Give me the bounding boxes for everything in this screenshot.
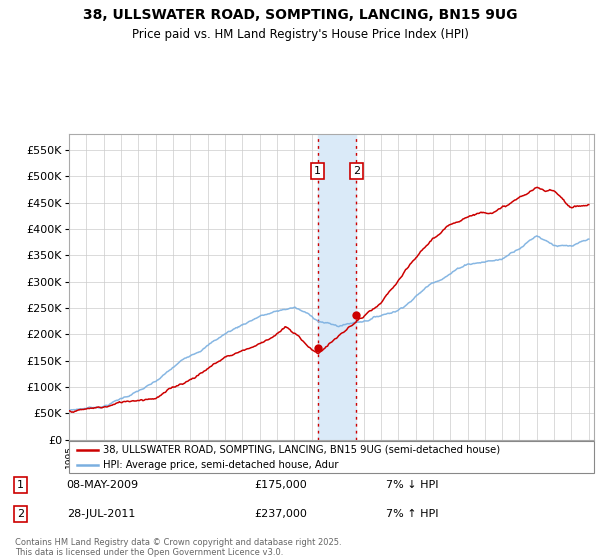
FancyBboxPatch shape (69, 441, 594, 473)
Text: 7% ↓ HPI: 7% ↓ HPI (386, 480, 439, 491)
Text: 08-MAY-2009: 08-MAY-2009 (67, 480, 139, 491)
Text: Contains HM Land Registry data © Crown copyright and database right 2025.
This d: Contains HM Land Registry data © Crown c… (15, 538, 341, 557)
Text: 1: 1 (17, 480, 24, 491)
Text: 38, ULLSWATER ROAD, SOMPTING, LANCING, BN15 9UG (semi-detached house): 38, ULLSWATER ROAD, SOMPTING, LANCING, B… (103, 445, 500, 455)
Bar (318, 134, 356, 440)
Text: Price paid vs. HM Land Registry's House Price Index (HPI): Price paid vs. HM Land Registry's House … (131, 28, 469, 41)
Text: 7% ↑ HPI: 7% ↑ HPI (386, 509, 439, 519)
Text: £237,000: £237,000 (254, 509, 307, 519)
Text: HPI: Average price, semi-detached house, Adur: HPI: Average price, semi-detached house,… (103, 460, 338, 470)
Text: £175,000: £175,000 (254, 480, 307, 491)
Text: 2: 2 (17, 509, 24, 519)
Text: 28-JUL-2011: 28-JUL-2011 (67, 509, 135, 519)
Text: 1: 1 (314, 166, 322, 176)
Text: 2: 2 (353, 166, 360, 176)
Text: 38, ULLSWATER ROAD, SOMPTING, LANCING, BN15 9UG: 38, ULLSWATER ROAD, SOMPTING, LANCING, B… (83, 8, 517, 22)
